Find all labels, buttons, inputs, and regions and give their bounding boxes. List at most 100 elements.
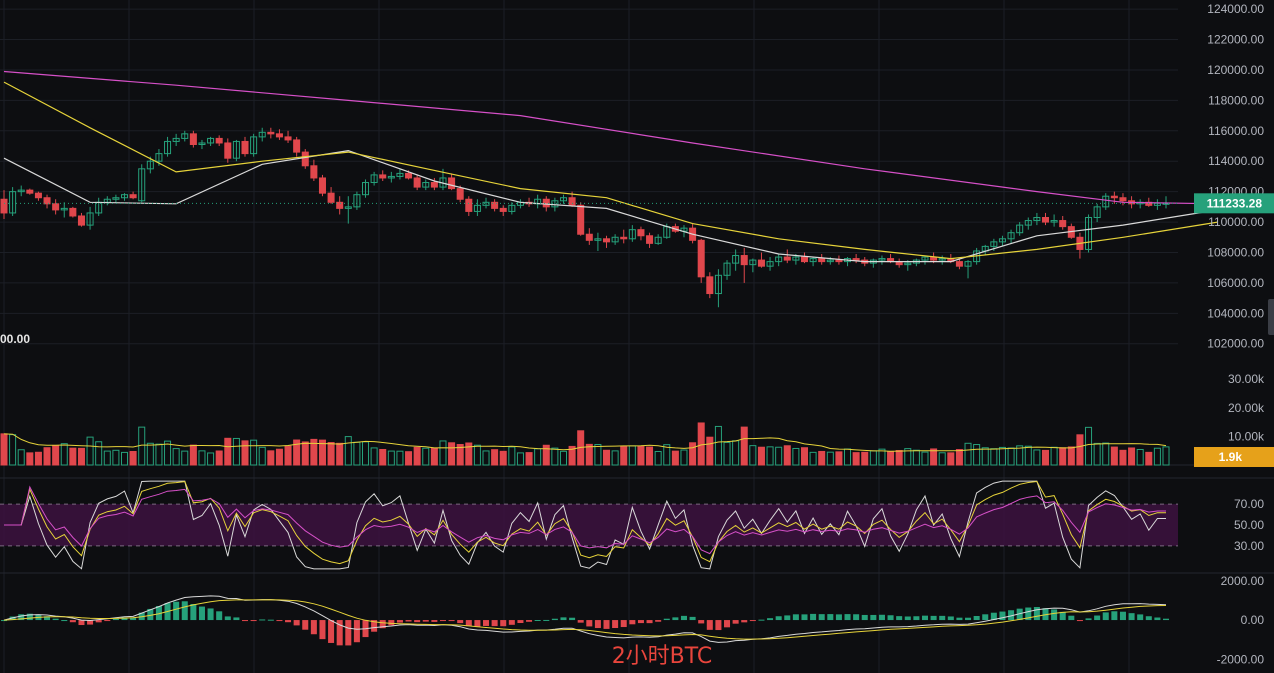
volume-bar bbox=[379, 448, 387, 466]
price-tick-label: 116000.00 bbox=[1208, 124, 1264, 138]
volume-bar bbox=[327, 442, 335, 466]
candle-body bbox=[344, 206, 352, 209]
macd-bar bbox=[379, 620, 386, 629]
volume-bar bbox=[654, 451, 662, 466]
volume-bar bbox=[611, 450, 619, 466]
candle-body bbox=[938, 258, 946, 261]
candle-body bbox=[491, 201, 499, 209]
candle-body bbox=[0, 198, 8, 214]
volume-bar bbox=[310, 438, 318, 466]
macd-bar bbox=[95, 620, 102, 623]
macd-bar bbox=[947, 616, 954, 621]
volume-bar bbox=[465, 442, 473, 466]
macd-bar bbox=[646, 620, 653, 624]
candle-body bbox=[1041, 217, 1050, 223]
volume-bar bbox=[52, 445, 60, 466]
volume-bar bbox=[809, 451, 817, 466]
volume-bar bbox=[267, 450, 275, 466]
macd-bar bbox=[921, 615, 929, 621]
volume-bar bbox=[981, 447, 989, 466]
candle-body bbox=[628, 229, 636, 240]
candle-body bbox=[138, 168, 146, 202]
macd-bar bbox=[1119, 611, 1126, 621]
macd-bar bbox=[551, 618, 558, 621]
volume-bar bbox=[370, 447, 378, 466]
macd-bar bbox=[396, 620, 403, 623]
volume-bar bbox=[258, 446, 266, 466]
macd-bar bbox=[353, 620, 360, 643]
moving-average-line bbox=[3, 81, 1218, 260]
volume-bar bbox=[542, 444, 550, 466]
volume-bar bbox=[1059, 447, 1067, 466]
macd-bar bbox=[603, 620, 610, 629]
candle-body bbox=[327, 192, 335, 203]
candle-body bbox=[473, 204, 481, 212]
candle-body bbox=[955, 261, 963, 267]
candle-body bbox=[921, 256, 929, 261]
volume-bar bbox=[1041, 449, 1050, 466]
volume-bar bbox=[646, 446, 654, 466]
volume-bar bbox=[448, 442, 456, 466]
macd-bar bbox=[680, 615, 687, 621]
candle-body bbox=[1050, 220, 1058, 223]
macd-bar bbox=[715, 620, 722, 631]
volume-bar bbox=[1136, 448, 1144, 466]
volume-bar bbox=[783, 445, 791, 466]
candle-body bbox=[60, 207, 68, 211]
price-tick-label: 120000.00 bbox=[1207, 63, 1264, 77]
macd-bar bbox=[319, 620, 326, 640]
volume-tick-label: 20.00k bbox=[1228, 401, 1265, 415]
candle-body bbox=[77, 215, 85, 226]
macd-bar bbox=[758, 619, 765, 621]
macd-bar bbox=[69, 620, 76, 623]
volume-bar bbox=[60, 443, 68, 466]
macd-bar bbox=[1033, 607, 1040, 621]
volume-bar bbox=[215, 450, 223, 466]
macd-bar bbox=[465, 620, 472, 627]
volume-bar bbox=[800, 447, 809, 466]
candle-body bbox=[740, 255, 748, 266]
macd-bar bbox=[130, 617, 137, 621]
candle-body bbox=[318, 177, 326, 194]
macd-bar bbox=[26, 613, 33, 621]
axis-scroll-handle[interactable] bbox=[1268, 299, 1274, 335]
macd-bar bbox=[904, 616, 911, 621]
volume-bar bbox=[508, 446, 516, 466]
volume-bar bbox=[852, 452, 860, 466]
macd-bar bbox=[913, 616, 920, 621]
volume-bar bbox=[284, 445, 292, 466]
macd-bar bbox=[439, 620, 446, 622]
price-tick-label: 114000.00 bbox=[1208, 154, 1264, 168]
last-price-value: 111233.28 bbox=[1207, 196, 1263, 210]
macd-bar bbox=[336, 620, 343, 646]
volume-bar bbox=[1076, 434, 1084, 466]
price-axis[interactable]: 124000.00 122000.00 120000.00 118000.00 1160… bbox=[1194, 2, 1274, 666]
macd-bar bbox=[620, 620, 627, 628]
candle-body bbox=[998, 238, 1006, 243]
macd-bar bbox=[982, 614, 989, 621]
macd-bar bbox=[1154, 617, 1161, 621]
macd-bar bbox=[1137, 614, 1144, 621]
macd-bar bbox=[801, 614, 808, 621]
macd-bar bbox=[861, 614, 868, 621]
macd-bar bbox=[276, 620, 283, 622]
candle-body bbox=[448, 177, 456, 190]
rsi-tick-label: 50.00 bbox=[1234, 518, 1264, 532]
macd-bar bbox=[216, 611, 223, 621]
volume-bar bbox=[1153, 447, 1161, 466]
macd-bar bbox=[1111, 611, 1118, 621]
macd-bar bbox=[87, 620, 94, 625]
macd-bar bbox=[878, 614, 885, 621]
candle-body bbox=[766, 261, 774, 267]
candle-body bbox=[603, 238, 611, 243]
macd-bar bbox=[612, 620, 619, 629]
macd-bar bbox=[698, 620, 705, 624]
candle-body bbox=[413, 177, 421, 188]
candle-body bbox=[697, 239, 705, 278]
macd-bar bbox=[1051, 609, 1058, 621]
macd-bar bbox=[655, 620, 662, 622]
volume-bar bbox=[17, 449, 25, 466]
candle-body bbox=[852, 258, 860, 261]
